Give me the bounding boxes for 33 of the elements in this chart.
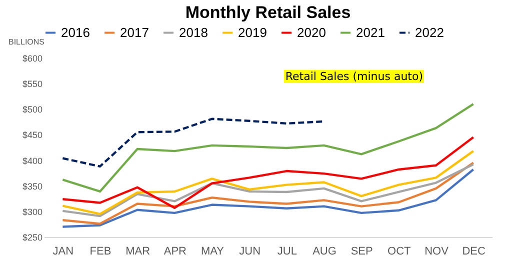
- line-series: [62, 150, 474, 216]
- line-series: [62, 102, 474, 193]
- legend-label: 2017: [120, 24, 149, 40]
- legend-label: 2016: [61, 24, 90, 40]
- line-series: [62, 136, 474, 209]
- x-tick-label: APR: [164, 246, 187, 258]
- legend-label: 2021: [356, 24, 385, 40]
- legend-label: 2018: [179, 24, 208, 40]
- x-tick-label: AUG: [312, 246, 336, 258]
- x-tick-label: MAR: [126, 246, 150, 258]
- x-tick-label: OCT: [388, 246, 412, 258]
- legend-label: 2019: [238, 24, 267, 40]
- y-tick-label: $350: [22, 181, 42, 192]
- x-tick-label: JUL: [277, 246, 297, 258]
- legend-label: 2022: [415, 24, 444, 40]
- y-tick-label: $400: [22, 156, 42, 166]
- chart-title: Monthly Retail Sales: [185, 3, 351, 22]
- y-tick-label: $250: [22, 232, 42, 242]
- y-tick-label: $450: [22, 130, 42, 140]
- y-axis-title: BILLIONS: [8, 38, 45, 46]
- y-tick-label: $500: [22, 104, 42, 115]
- y-tick-label: $300: [22, 206, 42, 217]
- x-tick-label: FEB: [90, 246, 112, 258]
- legend-label: 2020: [297, 24, 326, 40]
- annotation: Retail Sales (minus auto): [284, 70, 424, 83]
- x-tick-label: JUN: [239, 246, 261, 258]
- x-tick-label: JAN: [52, 246, 74, 258]
- x-tick-label: DEC: [462, 246, 486, 258]
- x-tick-label: NOV: [424, 246, 450, 258]
- y-tick-label: $600: [22, 54, 42, 64]
- x-tick-label: SEP: [350, 246, 373, 258]
- y-tick-label: $550: [22, 79, 42, 90]
- x-tick-label: MAY: [200, 246, 225, 258]
